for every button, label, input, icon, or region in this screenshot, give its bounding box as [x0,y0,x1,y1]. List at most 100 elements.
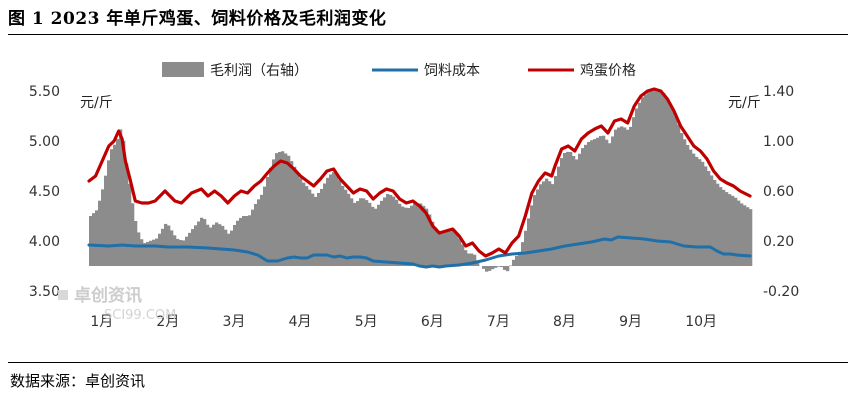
profit-bar [635,108,639,266]
legend-label-feed: 饲料成本 [424,63,480,79]
profit-bar [656,89,660,266]
profit-bar [725,192,729,266]
profit-bar [152,239,156,266]
profit-bar [707,170,711,266]
profit-bar [602,135,606,266]
profit-bar [266,176,270,266]
profit-bar [359,198,363,266]
legend-label-profit: 毛利润（右轴） [210,63,308,79]
feed-cost-line [87,235,752,269]
profit-bar [155,238,159,266]
x-axis-month-ticks: 1月 2月 3月 4月 5月 6月 7月 8月 9月 10月 [90,314,717,330]
profit-bar [143,243,147,266]
profit-bar [347,193,351,266]
profit-bar [539,184,543,266]
profit-bar [233,224,237,266]
profit-bar [407,207,411,266]
right-axis-unit: 元/斤 [728,95,761,111]
profit-bar [443,232,447,266]
profit-bar [461,244,465,266]
profit-bar [578,153,582,266]
profit-bar [119,129,123,266]
profit-bar [176,238,180,266]
profit-bar [173,235,177,266]
profit-bar [89,216,93,266]
profit-bar [371,206,375,266]
profit-bar [404,207,408,266]
profit-bar [368,202,372,266]
profit-bar [197,221,201,266]
profit-bar [335,173,339,266]
profit-bar [452,228,456,266]
left-tick-label: 3.50 [29,284,60,300]
right-tick-label: 0.60 [763,184,794,200]
profit-bar [245,216,249,266]
profit-bar [329,174,333,266]
profit-bar [200,217,204,266]
profit-bar [221,225,225,266]
right-tick-label: -0.20 [763,284,799,300]
profit-bar [650,90,654,267]
profit-bar [569,152,573,266]
egg-price-line [87,87,752,258]
month-tick-label: 2月 [156,314,179,330]
profit-bar [734,197,738,266]
profit-bar [137,232,141,266]
legend-swatch-profit [162,62,204,77]
profit-bar [590,140,594,266]
profit-bar [611,136,615,266]
profit-bar [107,160,111,266]
profit-bar [401,206,405,266]
profit-bar [362,198,366,266]
profit-bar [695,156,699,266]
profit-bar [449,229,453,266]
profit-bar [239,217,243,266]
profit-bar [683,139,687,266]
watermark-logo-icon [58,290,68,300]
profit-bar [386,194,390,266]
profit-bar [698,159,702,266]
profit-bar [398,203,402,266]
profit-bar [365,200,369,266]
profit-bar [287,155,291,266]
profit-bar [740,203,744,266]
profit-bar [110,149,114,266]
legend: 毛利润（右轴） 饲料成本 鸡蛋价格 [162,62,636,79]
profit-bar [491,266,495,270]
legend-label-egg: 鸡蛋价格 [580,62,636,79]
profit-bar [440,233,444,266]
profit-bar [356,201,360,266]
profit-bar [422,205,426,266]
profit-bar [116,138,120,266]
profit-bar [722,189,726,266]
title-rule [8,34,848,35]
profit-bar [719,187,723,266]
profit-bar [482,266,486,269]
profit-bar [644,94,648,266]
profit-bar [299,178,303,266]
month-tick-label: 8月 [553,314,576,330]
profit-bar [140,239,144,266]
profit-bar [713,180,717,266]
profit-bar [632,117,636,266]
profit-bar [254,203,258,266]
profit-bar [593,139,597,266]
profit-bar [506,266,510,272]
profit-bar [692,153,696,266]
profit-bar [626,129,630,266]
profit-bar [419,203,423,266]
profit-bar [317,192,321,266]
profit-bar [485,266,489,272]
profit-bar [380,200,384,266]
profit-bar [716,183,720,266]
profit-bar [431,221,435,266]
right-tick-label: 0.20 [763,234,794,250]
profit-bar [383,197,387,266]
left-axis-unit: 元/斤 [80,95,113,111]
left-tick-label: 5.00 [29,134,60,150]
profit-bar [668,102,672,266]
month-tick-label: 1月 [90,314,113,330]
profit-bar [728,194,732,266]
profit-bar [749,209,753,266]
profit-bar [410,205,414,266]
